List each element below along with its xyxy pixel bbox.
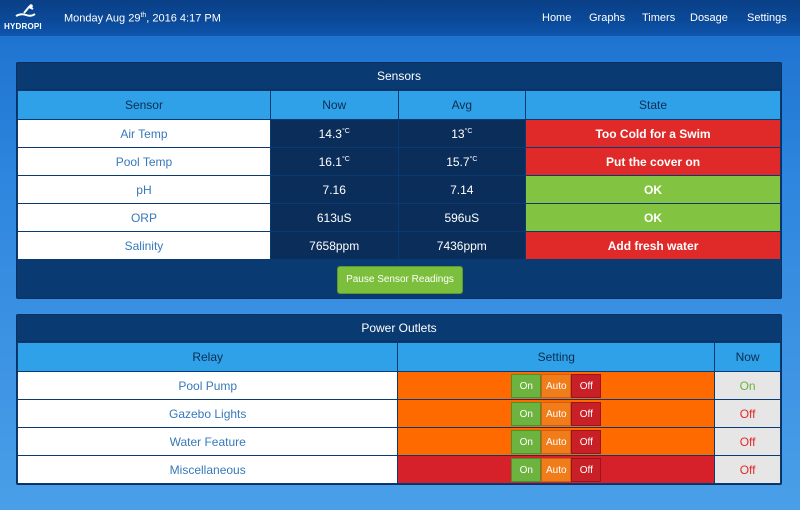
relay-mode-toggle: On Auto Off: [511, 457, 602, 482]
sensor-avg: 13°C: [397, 119, 527, 148]
sensors-table: Sensor Now Avg State Air Temp 14.3°C 13°…: [17, 90, 781, 260]
sensor-now: 7.16: [269, 175, 399, 204]
sensor-name: pH: [17, 175, 271, 204]
on-button[interactable]: On: [511, 401, 542, 426]
sensor-now: 14.3°C: [269, 119, 399, 148]
table-row: Pool Pump On Auto Off On: [16, 371, 781, 400]
sensor-state: Put the cover on: [525, 147, 781, 176]
on-button[interactable]: On: [511, 373, 542, 398]
relay-now-status: On: [714, 371, 781, 400]
sensors-panel: Sensors Sensor Now Avg State Air Temp 14…: [16, 62, 782, 299]
off-button[interactable]: Off: [571, 373, 602, 398]
sensor-avg: 7436ppm: [397, 231, 527, 260]
relay-mode-toggle: On Auto Off: [511, 401, 602, 426]
power-header-row: Relay Setting Now: [16, 342, 781, 372]
sensor-state: OK: [525, 203, 781, 232]
current-datetime: Monday Aug 29th, 2016 4:17 PM: [64, 12, 221, 25]
relay-setting: On Auto Off: [397, 371, 716, 400]
nav-timers[interactable]: Timers: [642, 12, 676, 24]
nav-graphs[interactable]: Graphs: [589, 12, 626, 24]
table-row: pH 7.16 7.14 OK: [17, 175, 781, 204]
sensor-now: 16.1°C: [269, 147, 399, 176]
nav-dosage[interactable]: Dosage: [690, 12, 728, 24]
relay-now-status: Off: [714, 455, 781, 484]
relay-now-status: Off: [714, 399, 781, 428]
table-row: Water Feature On Auto Off Off: [16, 427, 781, 456]
sensor-state: Too Cold for a Swim: [525, 119, 781, 148]
table-row: Air Temp 14.3°C 13°C Too Cold for a Swim: [17, 119, 781, 148]
relay-mode-toggle: On Auto Off: [511, 373, 602, 398]
relay-setting: On Auto Off: [397, 427, 716, 456]
table-row: Pool Temp 16.1°C 15.7°C Put the cover on: [17, 147, 781, 176]
on-button[interactable]: On: [511, 429, 542, 454]
pause-sensor-readings-button[interactable]: Pause Sensor Readings: [337, 266, 463, 294]
table-row: ORP 613uS 596uS OK: [17, 203, 781, 232]
sensor-name: ORP: [17, 203, 271, 232]
relay-setting: On Auto Off: [397, 399, 716, 428]
sensors-title: Sensors: [17, 63, 781, 90]
col-state: State: [525, 90, 781, 120]
swimmer-icon: [15, 4, 36, 17]
relay-name: Miscellaneous: [16, 455, 399, 484]
logo-text: HYDROPI: [4, 22, 42, 31]
col-avg: Avg: [397, 90, 527, 120]
sensor-state: OK: [525, 175, 781, 204]
sensor-avg: 7.14: [397, 175, 527, 204]
relay-setting: On Auto Off: [397, 455, 716, 484]
sensors-header-row: Sensor Now Avg State: [17, 90, 781, 120]
table-row: Salinity 7658ppm 7436ppm Add fresh water: [17, 231, 781, 260]
sensors-footer: Pause Sensor Readings: [17, 260, 781, 298]
relay-mode-toggle: On Auto Off: [511, 429, 602, 454]
sensor-name: Air Temp: [17, 119, 271, 148]
sensor-name: Salinity: [17, 231, 271, 260]
col-now: Now: [269, 90, 399, 120]
sensor-avg: 15.7°C: [397, 147, 527, 176]
nav-home[interactable]: Home: [542, 12, 572, 24]
power-outlets-table: Relay Setting Now Pool Pump On Auto Off …: [16, 342, 781, 484]
col-setting: Setting: [397, 342, 716, 372]
relay-name: Water Feature: [16, 427, 399, 456]
sensor-avg: 596uS: [397, 203, 527, 232]
relay-now-status: Off: [714, 427, 781, 456]
auto-button[interactable]: Auto: [541, 401, 572, 426]
auto-button[interactable]: Auto: [541, 429, 572, 454]
table-row: Gazebo Lights On Auto Off Off: [16, 399, 781, 428]
col-sensor: Sensor: [17, 90, 271, 120]
off-button[interactable]: Off: [571, 429, 602, 454]
top-navbar: HYDROPI Monday Aug 29th, 2016 4:17 PM Ho…: [0, 0, 800, 36]
off-button[interactable]: Off: [571, 457, 602, 482]
power-outlets-panel: Power Outlets Relay Setting Now Pool Pum…: [16, 314, 782, 485]
relay-name: Pool Pump: [16, 371, 399, 400]
col-now: Now: [714, 342, 781, 372]
hydropi-logo[interactable]: HYDROPI: [4, 4, 44, 32]
table-row: Miscellaneous On Auto Off Off: [16, 455, 781, 484]
auto-button[interactable]: Auto: [541, 373, 572, 398]
sensor-now: 613uS: [269, 203, 399, 232]
relay-name: Gazebo Lights: [16, 399, 399, 428]
col-relay: Relay: [16, 342, 399, 372]
sensor-name: Pool Temp: [17, 147, 271, 176]
on-button[interactable]: On: [511, 457, 542, 482]
sensor-state: Add fresh water: [525, 231, 781, 260]
sensor-now: 7658ppm: [269, 231, 399, 260]
power-outlets-title: Power Outlets: [17, 315, 781, 342]
off-button[interactable]: Off: [571, 401, 602, 426]
nav-settings[interactable]: Settings: [747, 12, 787, 24]
auto-button[interactable]: Auto: [541, 457, 572, 482]
